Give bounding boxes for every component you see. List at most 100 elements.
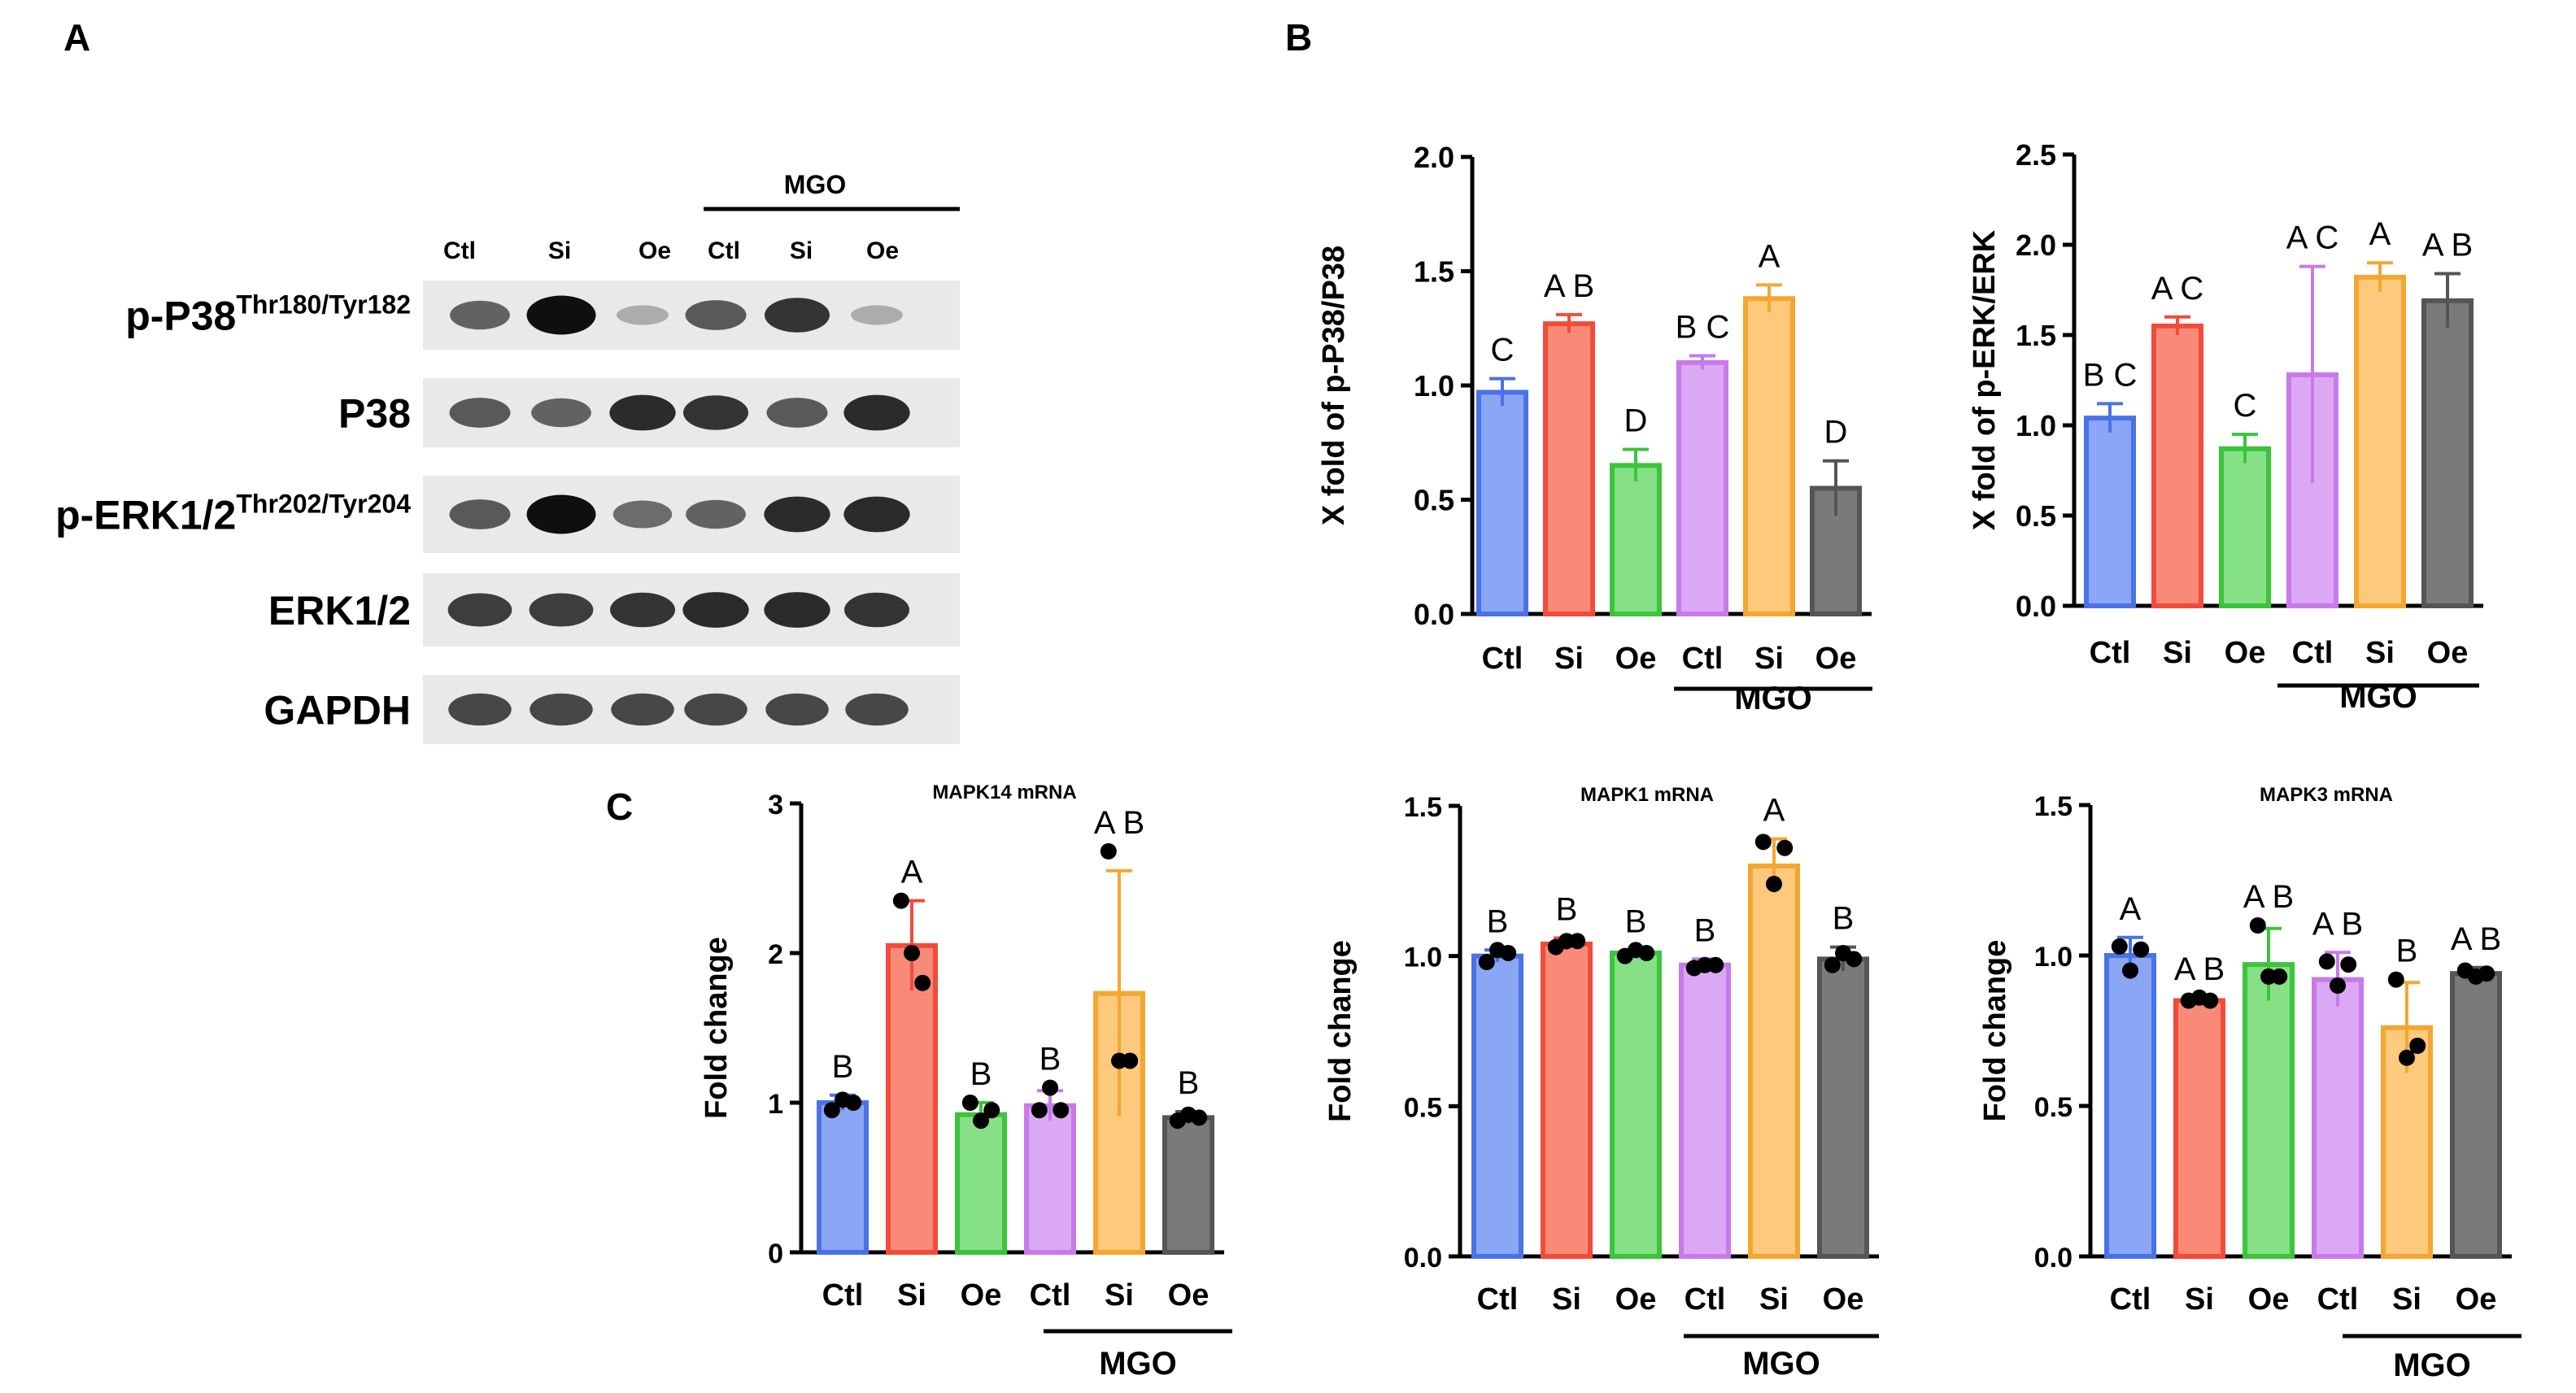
bar xyxy=(1610,950,1662,1260)
bar xyxy=(2421,298,2474,608)
significance-letter: B C xyxy=(2083,357,2138,393)
blot-band xyxy=(617,305,669,325)
category-label: Si xyxy=(1554,642,1584,676)
y-tick-label: 0.5 xyxy=(2016,499,2056,533)
blot-band xyxy=(685,300,747,330)
y-tick-label: 1.5 xyxy=(2034,791,2073,822)
significance-letter: A B xyxy=(2174,951,2225,987)
data-point xyxy=(2133,941,2150,958)
chart-title: MAPK14 mRNA xyxy=(932,781,1076,803)
bar xyxy=(1679,962,1731,1260)
bar xyxy=(1162,1115,1214,1256)
blot-band xyxy=(684,693,748,726)
data-point xyxy=(1122,1052,1139,1069)
significance-letter: A B xyxy=(2312,906,2363,942)
blot-row-superscript: Thr202/Tyr204 xyxy=(236,490,411,519)
significance-letter: B xyxy=(970,1056,992,1092)
y-tick-label: 2.0 xyxy=(2016,229,2056,262)
bar xyxy=(2104,953,2156,1259)
blot-row-label: p-ERK1/2Thr202/Tyr204 xyxy=(55,490,411,538)
data-point xyxy=(2318,953,2335,970)
blot-band xyxy=(450,300,510,330)
blot-lane-label: Ctl xyxy=(708,237,740,264)
category-label: Ctl xyxy=(1685,1282,1726,1317)
bar xyxy=(1748,863,1800,1260)
category-label: Si xyxy=(897,1278,926,1312)
blot-band xyxy=(612,500,673,529)
bar xyxy=(2219,446,2271,608)
blot-band xyxy=(765,298,830,333)
y-tick-label: 2.5 xyxy=(2016,138,2056,172)
category-label: Si xyxy=(2392,1282,2421,1317)
y-tick-label: 1.5 xyxy=(2016,319,2056,352)
data-point xyxy=(2271,968,2288,985)
y-tick-label: 1.0 xyxy=(1414,369,1454,403)
bar xyxy=(1541,941,1593,1259)
blot-band xyxy=(610,592,675,628)
panel-label-c: C xyxy=(606,786,633,828)
blot-band xyxy=(764,592,830,628)
group-label: MGO xyxy=(2339,679,2417,715)
significance-letter: B xyxy=(2396,934,2418,969)
group-label: MGO xyxy=(2393,1347,2471,1383)
data-point xyxy=(2202,992,2219,1009)
significance-letter: B xyxy=(832,1049,854,1085)
bar xyxy=(2151,323,2203,608)
category-label: Oe xyxy=(2225,636,2266,670)
bar xyxy=(1543,321,1595,616)
data-point xyxy=(823,1102,840,1119)
bar xyxy=(1676,359,1728,616)
blot-band xyxy=(844,592,909,628)
y-tick-label: 0 xyxy=(768,1238,783,1269)
blot-band xyxy=(531,398,591,428)
blot-band xyxy=(851,305,903,325)
blot-band xyxy=(449,398,511,428)
bar xyxy=(955,1112,1007,1255)
blot-row-label: p-P38Thr180/Tyr182 xyxy=(125,290,411,339)
data-point xyxy=(1776,839,1794,856)
significance-letter: B xyxy=(1487,903,1509,939)
blot-band xyxy=(686,499,746,529)
bar xyxy=(2084,416,2136,608)
chart-erk-ratio: 0.0 0.5 1.0 1.5 2.0 2.5 X fold of p-ERK/ERK B C… xyxy=(1968,138,2483,715)
western-blot: MGO Ctl Si Oe Ctl Si Oe p-P38Thr180/Tyr182 P38… xyxy=(55,170,960,744)
y-tick-label: 0.0 xyxy=(1404,1243,1442,1273)
data-point xyxy=(2330,977,2346,994)
blot-lane-label: Ctl xyxy=(443,237,476,264)
y-tick-label: 0.5 xyxy=(1404,1092,1442,1123)
category-label: Ctl xyxy=(1477,1282,1519,1317)
blot-band xyxy=(526,295,596,335)
significance-letter: D xyxy=(1824,415,1848,451)
significance-letter: C xyxy=(2234,388,2257,424)
blot-band xyxy=(526,494,596,534)
blot-mgo-label: MGO xyxy=(784,170,846,199)
group-label: MGO xyxy=(1734,681,1812,716)
y-tick-label: 1.0 xyxy=(1404,942,1442,973)
category-label: Si xyxy=(1754,642,1784,676)
y-tick-label: 0.0 xyxy=(1414,598,1454,631)
data-point xyxy=(845,1095,862,1111)
bar xyxy=(1743,296,1795,616)
y-axis-label: Fold change xyxy=(1323,940,1358,1122)
category-label: Ctl xyxy=(1682,642,1724,676)
bar xyxy=(1817,956,1869,1259)
data-point xyxy=(2399,1049,2415,1066)
data-point xyxy=(2478,965,2495,982)
blot-row-name: p-ERK1/2 xyxy=(55,493,236,538)
bar xyxy=(1610,463,1662,616)
y-tick-label: 2 xyxy=(768,939,783,970)
category-label: Ctl xyxy=(2110,1282,2151,1317)
significance-letter: A xyxy=(2120,891,2142,927)
category-label: Ctl xyxy=(1482,642,1523,676)
blot-band xyxy=(845,693,909,726)
blot-row-name: GAPDH xyxy=(264,688,411,734)
data-point xyxy=(2409,1038,2426,1054)
bar xyxy=(2312,977,2364,1259)
blot-band xyxy=(765,693,829,726)
blot-lane-label: Oe xyxy=(866,237,899,264)
data-point xyxy=(1478,954,1495,971)
significance-letter: A B xyxy=(2422,228,2473,263)
category-label: Oe xyxy=(1615,1282,1657,1317)
category-label: Si xyxy=(2365,636,2395,670)
